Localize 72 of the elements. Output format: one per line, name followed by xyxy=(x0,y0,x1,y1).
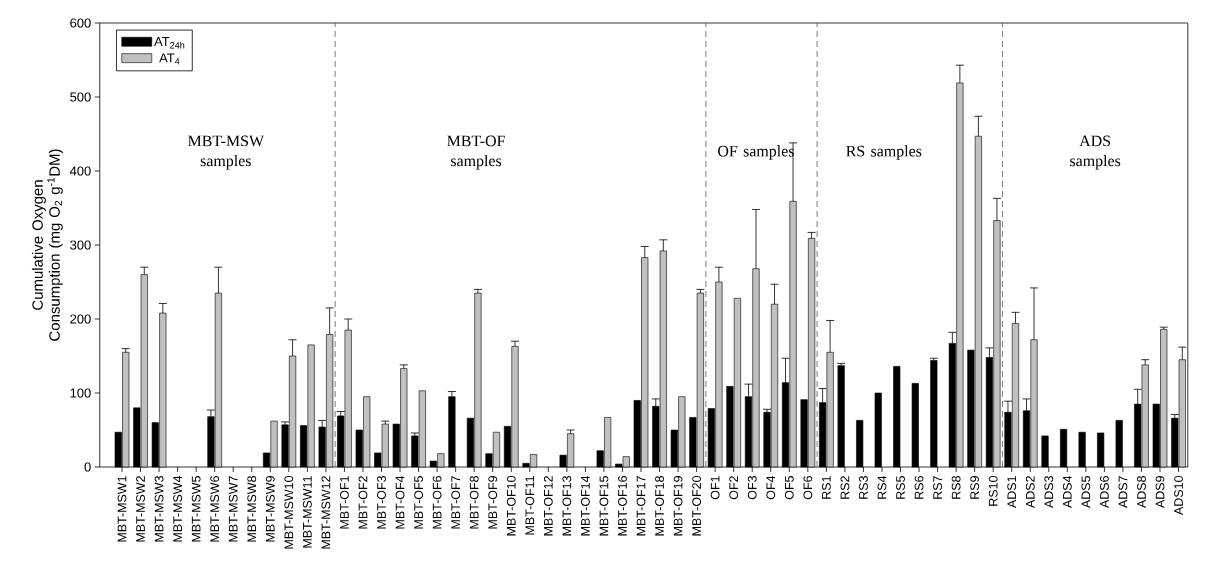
x-tick-label: MBT-MSW4 xyxy=(173,475,183,542)
x-tick-label: MBT-MSW11 xyxy=(302,476,312,548)
x-tick-label: MBT-OF18 xyxy=(655,476,664,536)
x-tick-label: MBT-OF13 xyxy=(562,476,572,536)
x-tick-label: OF6 xyxy=(803,476,813,500)
x-tick-label: MBT-MSW3 xyxy=(154,476,164,542)
x-tick-label: MBT-OF3 xyxy=(377,476,386,529)
annotation: MBT-MSW samples xyxy=(188,135,265,170)
legend-label: AT$_{24h}$ xyxy=(154,37,185,49)
x-tick-label: MBT-MSW5 xyxy=(191,476,201,542)
x-tick-label: ADS10 xyxy=(1174,476,1183,515)
x-tick-label: MBT-MSW1 xyxy=(117,476,127,542)
x-tick-label: ADS9 xyxy=(1155,476,1165,509)
y-tick-label: 400 xyxy=(69,166,91,176)
x-tick-label: ADS5 xyxy=(1081,476,1091,509)
legend-label: AT$_{4}$ xyxy=(159,53,180,65)
x-tick-label: RS3 xyxy=(859,476,868,499)
x-tick-label: MBT-OF20 xyxy=(692,476,702,536)
x-tick-label: MBT-OF11 xyxy=(525,476,535,535)
x-tick-label: MBT-OF14 xyxy=(580,475,590,536)
x-tick-label: MBT-OF8 xyxy=(469,476,479,529)
x-tick-label: MBT-OF4 xyxy=(395,475,405,529)
x-tick-label: OF3 xyxy=(747,476,757,500)
x-tick-label: MBT-MSW7 xyxy=(228,476,238,542)
y-tick-label: 300 xyxy=(70,240,91,250)
x-tick-label: MBT-OF12 xyxy=(543,476,553,536)
x-tick-label: MBT-MSW9 xyxy=(265,476,275,542)
y-tick-label: 0 xyxy=(84,462,91,472)
x-tick-label: MBT-OF9 xyxy=(488,476,498,529)
x-tick-label: RS2 xyxy=(840,476,850,499)
x-tick-label: MBT-MSW12 xyxy=(321,476,331,549)
x-tick-label: ADS6 xyxy=(1100,476,1109,509)
x-tick-label: ADS1 xyxy=(1007,476,1017,509)
x-tick-label: MBT-OF6 xyxy=(432,476,442,529)
x-tick-label: OF5 xyxy=(784,476,794,500)
x-tick-label: OF1 xyxy=(710,476,720,500)
x-tick-label: MBT-OF7 xyxy=(451,476,461,529)
x-tick-label: MBT-OF19 xyxy=(673,476,683,536)
x-tick-label: RS10 xyxy=(988,476,998,506)
x-tick-label: RS5 xyxy=(896,476,905,499)
x-tick-label: MBT-MSW6 xyxy=(210,476,220,542)
x-tick-label: OF4 xyxy=(766,475,776,500)
x-tick-label: MBT-OF1 xyxy=(340,476,349,529)
x-tick-label: RS1 xyxy=(821,476,831,499)
x-tick-label: MBT-MSW8 xyxy=(247,476,257,542)
y-tick-label: 600 xyxy=(70,18,91,28)
x-tick-label: OF2 xyxy=(729,476,739,500)
x-tick-label: MBT-MSW10 xyxy=(284,476,294,549)
x-tick-label: ADS2 xyxy=(1025,476,1035,509)
x-tick-label: MBT-OF10 xyxy=(506,476,516,536)
annotation: OF samples xyxy=(718,145,794,160)
annotation: RS samples xyxy=(846,145,922,160)
x-tick-label: ADS4 xyxy=(1062,475,1072,509)
x-tick-label: MBT-MSW2 xyxy=(136,476,145,542)
annotation: ADS samples xyxy=(1070,135,1121,170)
x-tick-label: ADS7 xyxy=(1118,476,1128,509)
annotation: MBT-OF samples xyxy=(447,135,505,170)
x-tick-label: RS8 xyxy=(951,476,961,499)
x-tick-label: ADS3 xyxy=(1044,476,1054,509)
x-tick-label: RS7 xyxy=(933,476,942,499)
x-tick-label: MBT-OF17 xyxy=(636,476,646,536)
y-tick-label: 100 xyxy=(70,388,91,398)
x-tick-label: MBT-OF16 xyxy=(618,476,627,536)
x-tick-label: MBT-OF2 xyxy=(358,476,368,529)
y-tick-label: 500 xyxy=(70,92,91,102)
x-tick-label: RS6 xyxy=(914,476,924,499)
x-tick-label: RS4 xyxy=(877,475,887,499)
x-tick-label: MBT-OF5 xyxy=(414,476,423,529)
x-tick-label: MBT-OF15 xyxy=(599,476,609,536)
x-tick-label: RS9 xyxy=(970,476,980,499)
y-tick-label: 200 xyxy=(70,314,91,324)
x-tick-label: ADS8 xyxy=(1137,476,1146,509)
